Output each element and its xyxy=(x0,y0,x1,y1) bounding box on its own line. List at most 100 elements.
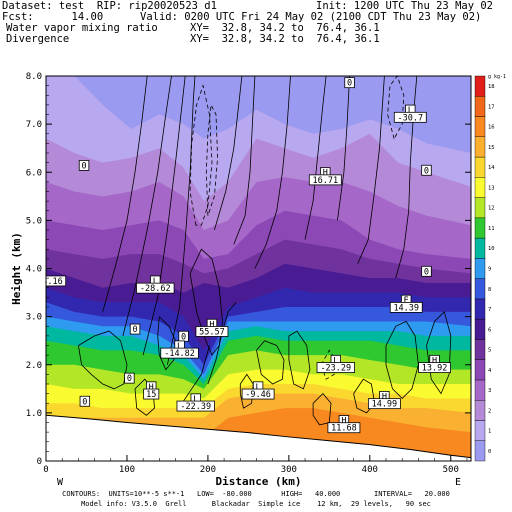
contour-label-28: 0 xyxy=(79,395,91,407)
divergence-contour-27 xyxy=(157,316,176,371)
colorbar-label: 10 xyxy=(488,246,495,252)
colorbar-swatch-6 xyxy=(474,318,486,340)
contour-label-text: H xyxy=(209,320,214,330)
header-xy2: XY= 32.8, 34.2 to 76.4, 36.1 xyxy=(190,33,380,45)
divergence-contour-10 xyxy=(304,76,327,240)
colorbar-label: 17 xyxy=(488,104,495,110)
colorbar-label: 2 xyxy=(488,408,491,414)
contour-label-3: 0 xyxy=(421,164,432,176)
divergence-contour-14 xyxy=(387,76,405,139)
divergence-contour-7 xyxy=(214,76,243,231)
colorbar-swatch-14 xyxy=(474,156,486,178)
contour-label-text: L xyxy=(177,342,182,352)
contour-label-text: -23.29 xyxy=(320,364,351,374)
colorbar-swatch-7 xyxy=(474,298,486,320)
contour-label-box xyxy=(327,422,361,434)
contour-label-13: 0 xyxy=(129,323,141,335)
colorbar-swatch-13 xyxy=(474,177,486,198)
contour-label-box xyxy=(418,362,451,373)
x-tick-label: 400 xyxy=(362,465,378,475)
divergence-contour-18 xyxy=(288,330,311,390)
colorbar-label: 0 xyxy=(488,449,491,455)
colorbar-label: 8 xyxy=(488,287,491,293)
contour-label-text: 0 xyxy=(132,325,137,335)
contour-label-box xyxy=(316,362,356,373)
contour-label-text: -30.7 xyxy=(397,113,423,123)
contour-label-18: -14.82 xyxy=(160,347,199,359)
colorbar-label: 3 xyxy=(488,388,491,394)
colorbar-label: 18 xyxy=(488,84,495,90)
x-tick-label: 500 xyxy=(443,465,459,475)
colorbar-swatch-4 xyxy=(474,359,486,381)
contour-label-text: 0 xyxy=(81,161,86,171)
y-tick-label: 8.0 xyxy=(26,72,42,82)
divergence-contour-12 xyxy=(357,76,385,264)
y-tick-label: 1.0 xyxy=(26,409,42,419)
contour-label-30: -22.39 xyxy=(176,400,215,412)
y-tick-label: 3.0 xyxy=(26,313,42,323)
contour-label-box xyxy=(393,111,427,123)
x-tick-label: 200 xyxy=(200,465,216,475)
colorbar-label: 14 xyxy=(488,165,495,171)
contour-label-22: 13.92 xyxy=(418,362,451,374)
endpoint-left-label: W xyxy=(57,477,64,488)
contour-label-text: 15 xyxy=(146,390,156,400)
colorbar-label: 9 xyxy=(488,267,491,273)
divergence-contour-23 xyxy=(78,330,128,390)
colorbar-swatch-9 xyxy=(474,258,486,279)
contour-label-box xyxy=(124,372,135,384)
contour-label-box xyxy=(367,398,401,410)
contour-label-6: 16.71 xyxy=(308,174,342,186)
contour-label-text: L xyxy=(333,356,338,366)
contour-label-box xyxy=(308,174,342,186)
contour-label-34: 11.68 xyxy=(327,422,361,434)
contour-label-box xyxy=(241,388,275,400)
contour-label-box xyxy=(421,265,432,277)
y-tick-label: 2.0 xyxy=(26,361,42,371)
contour-label-text: 0 xyxy=(347,79,352,89)
contour-label-text: 14.39 xyxy=(393,303,419,313)
contour-label-7: 0 xyxy=(421,265,432,277)
divergence-contour-16 xyxy=(181,345,210,404)
header-init: Init: 1200 UTC Thu 23 May 02 xyxy=(316,0,494,12)
x-tick-label: 300 xyxy=(281,465,297,475)
contour-label-12: 14.39 xyxy=(389,302,423,313)
contour-label-text: L xyxy=(256,383,261,393)
colorbar-swatch-17 xyxy=(474,96,486,117)
contour-label-15: 55.57 xyxy=(195,326,229,337)
contour-label-2: -30.7 xyxy=(393,111,427,123)
contour-label-23: 0 xyxy=(124,372,135,384)
x-tick-label: 0 xyxy=(43,465,48,475)
colorbar-label: 1 xyxy=(488,429,491,435)
y-tick-label: 5.0 xyxy=(26,216,42,226)
footer-model-info: Model info: V3.5.0 Grell Blackadar Simpl… xyxy=(81,500,431,508)
contour-label-text: 0 xyxy=(181,332,186,342)
colorbar-label: 5 xyxy=(488,348,491,354)
divergence-contour-1 xyxy=(122,76,172,336)
contour-label-text: 0 xyxy=(424,166,429,176)
contour-label-box xyxy=(129,323,141,335)
header-valid: Valid: 0200 UTC Fri 24 May 02 (2100 CDT … xyxy=(140,11,482,23)
contour-label-text: H xyxy=(149,383,154,393)
y-tick-label: 7.0 xyxy=(26,120,42,130)
contour-label-text: -28.62 xyxy=(140,284,171,294)
contour-label-box xyxy=(160,347,199,359)
y-axis-label: Height (km) xyxy=(10,232,23,305)
contour-label-text: 13.92 xyxy=(422,364,448,374)
colorbar-label: 15 xyxy=(488,145,495,151)
contour-label-text: L xyxy=(193,395,198,405)
header-dataset: Dataset: test RIP: rip20020523 d1 xyxy=(2,0,217,12)
divergence-contour-3 xyxy=(167,76,196,365)
x-axis-label: Distance (km) xyxy=(215,475,301,488)
colorbar-swatch-8 xyxy=(474,278,486,300)
header-field2: Divergence xyxy=(6,33,70,45)
colorbar-label: 13 xyxy=(488,185,495,191)
contour-label-box xyxy=(176,400,215,412)
contour-label-text: 11.68 xyxy=(331,424,357,434)
footer-contours: CONTOURS: UNITS=10**-5 s**-1 LOW= -80.00… xyxy=(62,490,450,498)
contour-label-text: L xyxy=(153,277,158,287)
colorbar-swatch-1 xyxy=(474,420,486,441)
contour-label-text: -22.39 xyxy=(180,402,211,412)
